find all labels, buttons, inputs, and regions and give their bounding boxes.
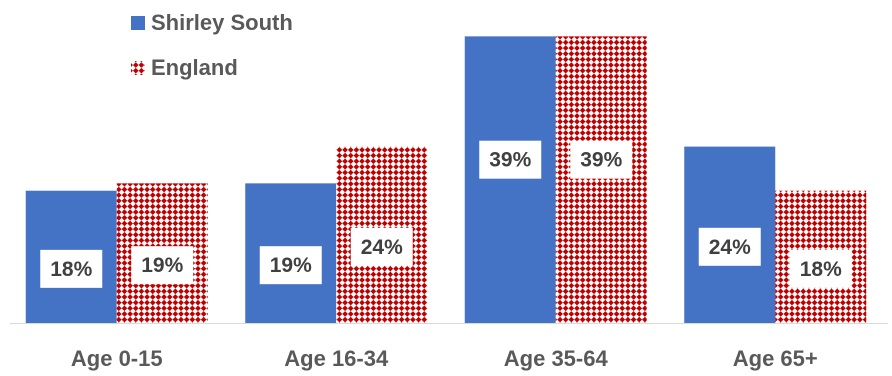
legend: Shirley South England [131,10,293,80]
data-label: 39% [489,149,531,172]
data-label-bg [40,249,103,288]
x-tick-label: Age 35-64 [504,346,609,371]
data-label: 18% [800,258,842,281]
bar-shirley-south-2 [464,36,556,324]
data-label: 18% [50,258,92,281]
data-label-bg [570,140,633,179]
x-tick-label: Age 16-34 [284,346,389,371]
data-label-bg [789,249,852,288]
legend-swatch-england [131,61,145,75]
x-axis: Age 0-15 Age 16-34 Age 35-64 Age 65+ [10,323,888,371]
data-label-bg [350,227,413,266]
legend-label-shirley-south: Shirley South [151,10,293,35]
data-label-bg [479,140,542,179]
legend-swatch-shirley-south [131,16,145,30]
data-label: 39% [580,149,622,172]
x-tick-label: Age 65+ [733,346,818,371]
data-label: 19% [141,254,183,277]
data-label-bg [259,246,322,285]
data-label: 19% [270,254,312,277]
data-label-bg [698,227,761,266]
bar-england-2 [555,36,647,324]
data-label: 24% [709,236,751,259]
data-label: 24% [361,236,403,259]
x-tick-label: Age 0-15 [71,346,163,371]
data-label-bg [131,246,194,285]
legend-label-england: England [151,55,238,80]
bars: 18% 19% 19% 24% 39% 39% 24% 18% [25,36,867,324]
